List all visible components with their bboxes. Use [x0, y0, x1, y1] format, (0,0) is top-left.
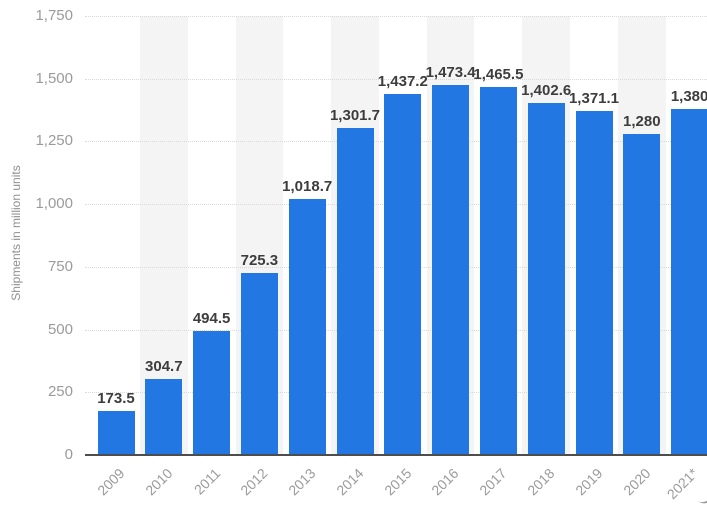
x-tick-2020: 2020: [619, 465, 654, 499]
x-tick-2009: 2009: [93, 465, 128, 499]
value-label-2010: 304.7: [145, 357, 183, 375]
y-tick-750: 750: [47, 257, 73, 275]
y-tick-1500: 1,500: [35, 69, 73, 87]
y-tick-500: 500: [47, 320, 73, 338]
value-label-2012: 725.3: [240, 252, 279, 270]
y-tick-0: 0: [64, 446, 73, 463]
clipped-label-fragment: [693, 483, 707, 507]
bar-2012[interactable]: [240, 273, 278, 455]
y-tick-250: 250: [47, 383, 73, 401]
bar-2021[interactable]: [671, 108, 707, 455]
x-tick-2010: 2010: [141, 465, 176, 499]
bar-2011[interactable]: [193, 330, 231, 455]
value-label-2018: 1,402.6: [521, 82, 572, 100]
y-tick-1250: 1,250: [35, 132, 73, 150]
bar-2016[interactable]: [432, 85, 470, 455]
x-tick-2012: 2012: [237, 465, 271, 499]
value-label-2017: 1,465.5: [473, 66, 524, 84]
value-label-2015: 1,437.2: [377, 73, 428, 91]
x-tick-2019: 2019: [571, 465, 606, 499]
x-tick-2016: 2016: [428, 465, 462, 499]
x-tick-2013: 2013: [285, 465, 319, 499]
bar-2009[interactable]: [97, 411, 135, 455]
value-label-2011: 494.5: [192, 309, 231, 327]
y-tick-1000: 1,000: [35, 195, 73, 213]
value-label-2019: 1,371.1: [568, 90, 620, 108]
value-label-2021: 1,380: [670, 87, 707, 105]
x-axis-line: [85, 454, 707, 456]
bar-2013[interactable]: [288, 199, 326, 455]
y-tick-1750: 1,750: [35, 7, 73, 24]
bar-2015[interactable]: [384, 94, 422, 455]
gridline-1500: [85, 78, 707, 80]
gridline-1750: [85, 16, 707, 17]
value-label-2014: 1,301.7: [329, 107, 381, 125]
x-tick-2011: 2011: [190, 465, 223, 498]
bar-2018[interactable]: [527, 103, 565, 455]
bar-2017[interactable]: [479, 87, 517, 455]
bar-2010[interactable]: [145, 378, 183, 455]
bar-2020[interactable]: [623, 133, 661, 455]
value-label-2016: 1,473.4: [425, 64, 476, 82]
value-label-2020: 1,280: [623, 112, 661, 130]
bar-2014[interactable]: [336, 128, 374, 455]
y-axis-title: Shipments in million units: [9, 165, 23, 301]
x-tick-2017: 2017: [476, 465, 510, 499]
x-tick-2018: 2018: [524, 465, 558, 499]
bar-2019[interactable]: [575, 111, 613, 455]
x-tick-2014: 2014: [332, 465, 367, 499]
value-label-2009: 173.5: [97, 390, 135, 408]
x-tick-2015: 2015: [380, 465, 415, 499]
value-label-2013: 1,018.7: [282, 178, 333, 196]
